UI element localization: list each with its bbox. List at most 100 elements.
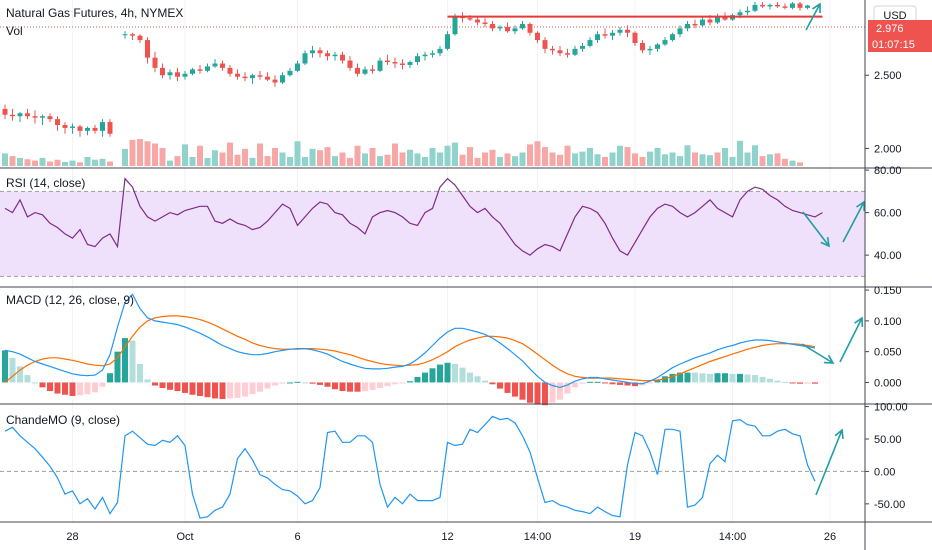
macd-histogram-bar	[377, 382, 383, 388]
countdown-tag-value: 01:07:15	[872, 39, 915, 51]
macd-histogram-bar	[272, 382, 278, 386]
volume-bar	[564, 145, 571, 166]
macd-histogram-bar	[369, 382, 376, 390]
macd-histogram-bar	[182, 382, 188, 393]
price-tick-label: 2.500	[874, 70, 902, 82]
macd-histogram-bar	[347, 382, 353, 392]
rsi-down-arrow-shaft	[802, 211, 830, 247]
rsi-panel[interactable]: RSI (14, close)	[0, 176, 865, 277]
volume-bar	[39, 157, 46, 166]
macd-histogram-bar	[602, 382, 608, 384]
candle-body	[467, 18, 473, 20]
volume-bar	[624, 147, 631, 166]
macd-histogram-bar	[654, 379, 661, 383]
macd-histogram-bar	[474, 376, 481, 383]
macd-histogram-bar	[789, 382, 796, 384]
macd-histogram-bar	[234, 382, 241, 398]
macd-histogram-bar	[414, 376, 421, 383]
macd-histogram-bar	[324, 382, 331, 387]
volume-bar	[47, 161, 53, 166]
volume-bar	[759, 156, 766, 166]
candle-body	[520, 23, 525, 29]
macd-histogram-bar	[519, 382, 526, 400]
macd-histogram-bar	[542, 382, 548, 406]
candle-body	[70, 126, 75, 128]
cmo-up-arrow	[815, 428, 844, 496]
candle-body	[77, 126, 83, 131]
candle-body	[737, 12, 743, 16]
time-tick-label: 14:00	[719, 531, 747, 543]
macd-histogram-bar	[84, 382, 91, 395]
macd-histogram-bar	[452, 363, 458, 383]
macd-histogram-bar	[92, 382, 98, 393]
candle-body	[752, 4, 758, 11]
macd-histogram-bar	[767, 378, 773, 383]
macd-histogram-bar	[122, 338, 128, 383]
candle-body	[572, 48, 578, 55]
macd-panel[interactable]: MACD (12, 26, close, 9)	[2, 293, 864, 406]
price-panel[interactable]: Natural Gas Futures, 4h, NYMEX Vol	[0, 2, 865, 166]
rsi-tick-label: 80.00	[874, 165, 902, 177]
volume-bar	[737, 140, 743, 166]
symbol-title[interactable]: Natural Gas Futures, 4h, NYMEX	[6, 6, 183, 20]
volume-bar	[414, 153, 421, 166]
rsi-band	[0, 191, 865, 277]
volume-bar	[309, 148, 316, 166]
volume-bar	[152, 143, 158, 166]
volume-bar	[122, 148, 128, 166]
macd-histogram-bar	[77, 382, 83, 396]
currency-badge[interactable]: USD	[873, 5, 917, 24]
volume-bar	[789, 160, 796, 166]
macd-histogram	[2, 338, 818, 406]
volume-bar	[744, 152, 751, 166]
time-scale[interactable]: 28 Oct 6 12 14:00 19 14:00 26	[66, 531, 836, 543]
macd-histogram-bar	[489, 382, 496, 385]
macd-histogram-bar	[797, 382, 803, 384]
macd-histogram-bar	[594, 381, 601, 383]
candle-body	[670, 34, 675, 41]
volume-bar	[159, 148, 166, 166]
volume-bar	[504, 153, 511, 166]
macd-histogram-bar	[137, 363, 143, 383]
volume-bar	[377, 156, 383, 166]
volume-bar	[692, 152, 698, 166]
macd-histogram-bar	[572, 382, 578, 388]
volume-bar	[557, 154, 563, 166]
volume-bar	[17, 157, 23, 166]
volume-label: Vol	[6, 24, 23, 38]
volume-bar	[227, 142, 233, 166]
macd-histogram-bar	[62, 382, 68, 395]
macd-histogram-bar	[804, 382, 811, 384]
volume-bar	[354, 145, 361, 166]
volume-bar	[317, 150, 323, 166]
candle-body	[595, 34, 600, 41]
macd-histogram-bar	[684, 372, 691, 383]
volume-bar	[774, 153, 781, 166]
macd-histogram-bar	[197, 382, 203, 396]
volume-bar	[797, 162, 803, 166]
macd-histogram-bar	[669, 373, 676, 383]
macd-histogram-bar	[17, 366, 23, 383]
macd-histogram-bar	[309, 382, 316, 384]
volume-bar	[62, 161, 68, 166]
price-scale[interactable]: 2.000 2.500 40.00 60.00 80.00 0.000 0.050 0.100…	[865, 70, 908, 511]
cmo-panel[interactable]: ChandeMO (9, close)	[0, 413, 865, 519]
macd-histogram-bar	[242, 382, 248, 397]
volume-bar	[32, 160, 38, 166]
candle-body	[325, 53, 330, 57]
volume-bar	[617, 145, 623, 166]
macd-histogram-bar	[294, 381, 301, 383]
candle-body	[512, 28, 518, 32]
volume-bar	[609, 152, 616, 166]
macd-histogram-bar	[692, 372, 698, 383]
volume-bar	[84, 157, 91, 166]
candle-body	[587, 40, 593, 46]
candle-body	[370, 69, 375, 71]
macd-histogram-bar	[99, 382, 106, 387]
volume-bar	[2, 153, 8, 166]
rsi-line	[4, 177, 823, 256]
volume-bar	[669, 152, 676, 166]
volume-bar	[249, 157, 256, 166]
